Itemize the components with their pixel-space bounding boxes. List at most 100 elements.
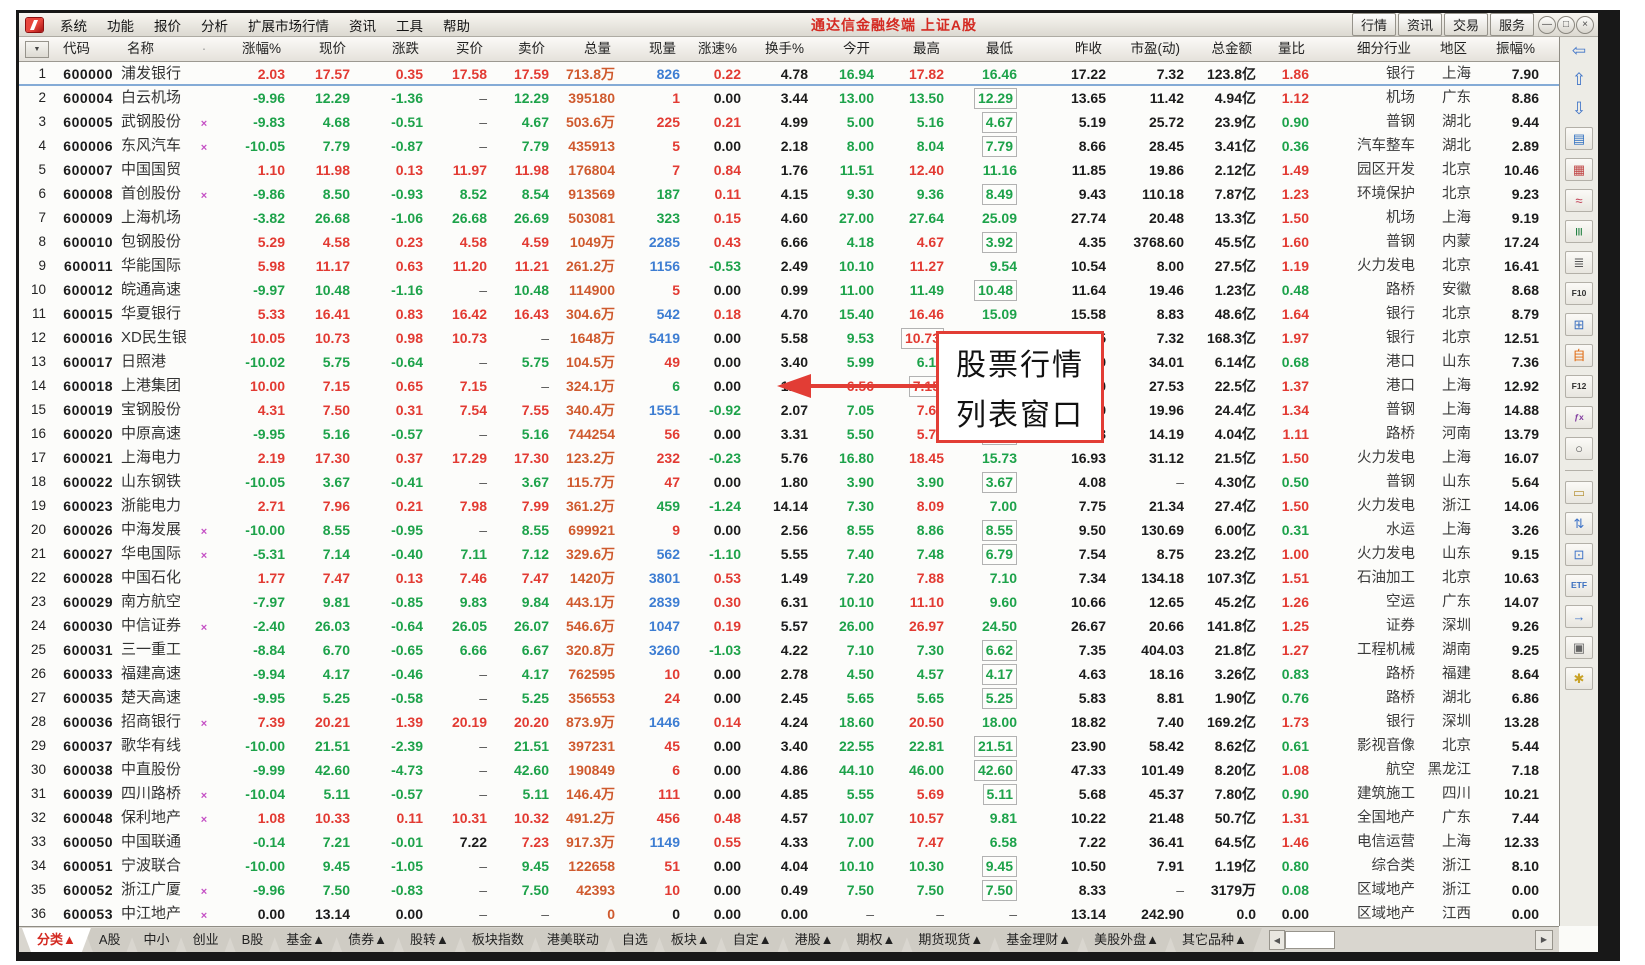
menu-工具[interactable]: 工具 (396, 18, 423, 34)
scroll-up-icon[interactable]: ⇧ (1571, 70, 1587, 89)
scroll-down-icon[interactable]: ⇩ (1571, 99, 1587, 118)
table-row[interactable]: 29 600037 歌华有线 -10.00 21.51 -2.39 – 21.51 397231… (19, 734, 1559, 758)
col-header-zje[interactable]: 总金额 (1211, 41, 1253, 56)
col-header-xj[interactable]: 现价 (319, 41, 346, 56)
table-row[interactable]: 25 600031 三一重工 -8.84 6.70 -0.65 6.66 6.67 320.8万… (19, 638, 1559, 662)
formula-icon[interactable]: ƒx (1565, 406, 1593, 429)
table-row[interactable]: 20 600026 中海发展 × -10.00 8.55 -0.95 – 8.55 699921 9… (19, 518, 1559, 542)
table-row[interactable]: 2 600004 白云机场 -9.96 12.29 -1.36 – 12.29 395180 1 0… (19, 86, 1559, 110)
block-tree-icon[interactable]: ⊞ (1565, 313, 1593, 336)
settings-gear-icon[interactable]: ✱ (1565, 667, 1593, 690)
col-header-zs[interactable]: 涨速% (697, 41, 737, 56)
tab-其它品种[interactable]: 其它品种▲ (1167, 928, 1262, 952)
table-row[interactable]: 7 600009 上海机场 -3.82 26.68 -1.06 26.68 26.69 5030… (19, 206, 1559, 230)
menu-系统[interactable]: 系统 (60, 18, 87, 34)
zoom-box-icon[interactable]: ⊡ (1565, 543, 1593, 566)
tab-scroll-thumb[interactable] (1284, 931, 1335, 949)
col-header-jk[interactable]: 今开 (843, 41, 870, 56)
tab-板块指数[interactable]: 板块指数 (457, 928, 539, 952)
table-row[interactable]: 21 600027 华电国际 × -5.31 7.14 -0.40 7.11 7.12 329.6… (19, 542, 1559, 566)
table-row[interactable]: 9 600011 华能国际 5.98 11.17 0.63 11.20 11.21 261.2万… (19, 254, 1559, 278)
col-header-name[interactable]: 名称 (127, 41, 154, 56)
table-row[interactable]: 4 600006 东风汽车 × -10.05 7.79 -0.87 – 7.79 435913 5 0… (19, 134, 1559, 158)
tab-自定[interactable]: 自定▲ (718, 928, 787, 952)
tab-板块[interactable]: 板块▲ (656, 928, 725, 952)
goto-arrow-icon[interactable]: → (1565, 605, 1593, 628)
table-row[interactable]: 33 600050 中国联通 -0.14 7.21 -0.01 7.22 7.23 917.3万… (19, 830, 1559, 854)
table-row[interactable]: 18 600022 山东钢铁 -10.05 3.67 -0.41 – 3.67 115.7万 47… (19, 470, 1559, 494)
tab-创业[interactable]: 创业 (178, 928, 234, 952)
col-header-hs[interactable]: 换手% (764, 41, 804, 56)
col-header-zd[interactable]: 涨跌 (392, 41, 419, 56)
tab-港股[interactable]: 港股▲ (780, 928, 849, 952)
circle-mark-icon[interactable]: ○ (1565, 437, 1593, 460)
table-row[interactable]: 23 600029 南方航空 -7.97 9.81 -0.85 9.83 9.84 443.1万… (19, 590, 1559, 614)
col-header-zg[interactable]: 最高 (913, 41, 940, 56)
table-row[interactable]: 27 600035 楚天高速 -9.95 5.25 -0.58 – 5.25 356553 24 0… (19, 686, 1559, 710)
tab-期权[interactable]: 期权▲ (842, 928, 911, 952)
table-row[interactable]: 1 600000 浦发银行 2.03 17.57 0.35 17.58 17.59 713.8万… (19, 62, 1559, 86)
table-row[interactable]: 13 600017 日照港 -10.02 5.75 -0.64 – 5.75 104.5万 49 0… (19, 350, 1559, 374)
col-header-hy[interactable]: 细分行业 (1357, 41, 1411, 56)
table-row[interactable]: 26 600033 福建高速 -9.94 4.17 -0.46 – 4.17 762595 10 0… (19, 662, 1559, 686)
col-header-zf[interactable]: 振幅% (1495, 41, 1535, 56)
back-arrow-icon[interactable]: ⇦ (1571, 41, 1587, 60)
tab-债券[interactable]: 债券▲ (333, 928, 402, 952)
menu-功能[interactable]: 功能 (107, 18, 134, 34)
col-header-sj[interactable]: 卖价 (518, 41, 545, 56)
table-row[interactable]: 11 600015 华夏银行 5.33 16.41 0.83 16.42 16.43 304.6… (19, 302, 1559, 326)
col-header-zsou[interactable]: 昨收 (1075, 41, 1102, 56)
table-row[interactable]: 15 600019 宝钢股份 4.31 7.50 0.31 7.54 7.55 340.4万 15… (19, 398, 1559, 422)
col-header-syl[interactable]: 市盈(动) (1130, 41, 1181, 56)
tab-股转[interactable]: 股转▲ (395, 928, 464, 952)
f12-trade-icon[interactable]: F12 (1565, 375, 1593, 398)
report-table-icon[interactable]: ≣ (1565, 251, 1593, 274)
trend-line-icon[interactable]: ≈ (1565, 189, 1593, 212)
tab-B股[interactable]: B股 (227, 928, 279, 952)
column-picker-button[interactable]: ▼ (25, 41, 49, 58)
table-row[interactable]: 32 600048 保利地产 × 1.08 10.33 0.11 10.31 10.32 491.… (19, 806, 1559, 830)
f10-info-icon[interactable]: F10 (1565, 282, 1593, 305)
printer-icon[interactable]: ▣ (1565, 636, 1593, 659)
nav-button-资讯[interactable]: 资讯 (1397, 13, 1442, 36)
tab-期货现货[interactable]: 期货现货▲ (903, 928, 998, 952)
tab-基金理财[interactable]: 基金理财▲ (991, 928, 1086, 952)
table-row[interactable]: 14 600018 上港集团 10.00 7.15 0.65 7.15 –324.1万 6 0.0… (19, 374, 1559, 398)
nav-button-服务[interactable]: 服务 (1489, 13, 1534, 36)
board-grid-icon[interactable]: ▦ (1565, 158, 1593, 181)
menu-扩展市场行情[interactable]: 扩展市场行情 (248, 18, 329, 34)
menu-资讯[interactable]: 资讯 (349, 18, 376, 34)
sort-arrows-icon[interactable]: ⇅ (1565, 512, 1593, 535)
table-row[interactable]: 19 600023 浙能电力 2.71 7.96 0.21 7.98 7.99 361.2万 45… (19, 494, 1559, 518)
table-row[interactable]: 34 600051 宁波联合 -10.00 9.45 -1.05 – 9.45 122658 51… (19, 854, 1559, 878)
table-row[interactable]: 30 600038 中直股份 -9.99 42.60 -4.73 – 42.60 190849 6… (19, 758, 1559, 782)
nav-button-交易[interactable]: 交易 (1443, 13, 1488, 36)
tab-中小[interactable]: 中小 (129, 928, 185, 952)
table-row[interactable]: 10 600012 皖通高速 -9.97 10.48 -1.16 – 10.48 114900 5… (19, 278, 1559, 302)
menu-帮助[interactable]: 帮助 (443, 18, 470, 34)
nav-button-行情[interactable]: 行情 (1351, 13, 1396, 36)
tab-基金[interactable]: 基金▲ (271, 928, 340, 952)
col-header-mj[interactable]: 买价 (456, 41, 483, 56)
table-row[interactable]: 16 600020 中原高速 -9.95 5.16 -0.57 – 5.16 744254 56 0… (19, 422, 1559, 446)
table-row[interactable]: 8 600010 包钢股份 5.29 4.58 0.23 4.58 4.59 1049万 2285… (19, 230, 1559, 254)
col-header-code[interactable]: 代码 (63, 41, 90, 56)
etf-icon[interactable]: ETF (1565, 574, 1593, 597)
tab-A股[interactable]: A股 (84, 928, 136, 952)
menu-报价[interactable]: 报价 (154, 18, 181, 34)
folder-icon[interactable]: ▭ (1565, 481, 1593, 504)
quote-list-icon[interactable]: ▤ (1565, 127, 1593, 150)
restore-button[interactable]: □ (1557, 15, 1575, 34)
tab-自选[interactable]: 自选 (607, 928, 663, 952)
tab-分类[interactable]: 分类▲ (22, 928, 91, 952)
table-row[interactable]: 28 600036 招商银行 × 7.39 20.21 1.39 20.19 20.20 873.… (19, 710, 1559, 734)
col-header-lb[interactable]: 量比 (1278, 41, 1305, 56)
col-header-zdi[interactable]: 最低 (986, 41, 1013, 56)
table-row[interactable]: 31 600039 四川路桥 × -10.04 5.11 -0.57 – 5.11 146.4万 1… (19, 782, 1559, 806)
tab-港美联动[interactable]: 港美联动 (532, 928, 614, 952)
tab-美股外盘[interactable]: 美股外盘▲ (1079, 928, 1174, 952)
table-row[interactable]: 6 600008 首创股份 × -9.86 8.50 -0.93 8.52 8.54 913569… (19, 182, 1559, 206)
tab-scroll-left-icon[interactable]: ◀ (1268, 930, 1285, 950)
col-header-zl[interactable]: 总量 (584, 41, 611, 56)
self-select-icon[interactable]: 自 (1565, 344, 1593, 367)
